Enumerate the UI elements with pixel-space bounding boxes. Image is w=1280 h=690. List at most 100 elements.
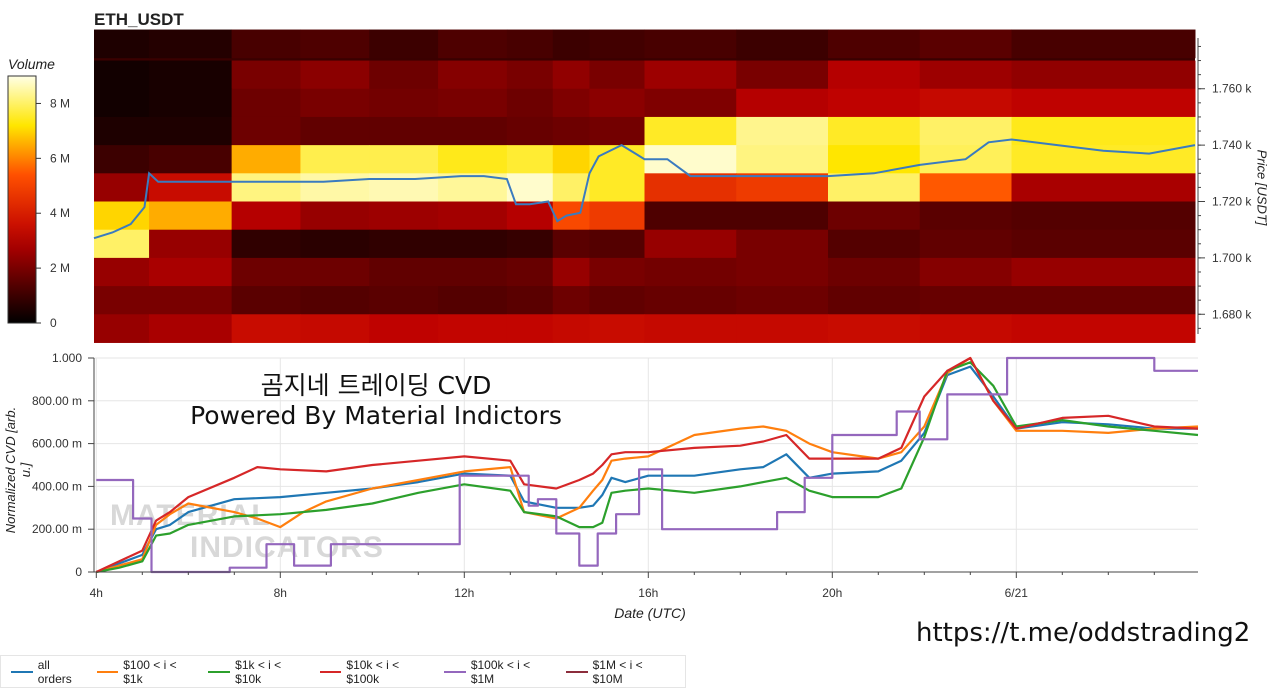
legend-item[interactable]: $1M < i < $10M — [565, 658, 675, 686]
heatmap-cell — [231, 60, 301, 90]
heatmap-cell — [589, 201, 645, 231]
heatmap-cell — [94, 286, 150, 315]
y-tick-label: 400.00 m — [32, 479, 82, 493]
heatmap-cell — [300, 88, 370, 118]
heatmap-cell — [231, 116, 301, 146]
heatmap-cell — [589, 29, 645, 59]
legend-swatch — [96, 670, 119, 673]
y-tick-label: 600.00 m — [32, 437, 82, 451]
heatmap-cell — [828, 257, 921, 287]
x-tick-label: 12h — [454, 586, 474, 600]
colorbar-tick-label: 6 M — [50, 151, 70, 165]
heatmap-cell — [438, 201, 508, 231]
heatmap-cell — [94, 88, 150, 118]
price-tick-label: 1.760 k — [1212, 82, 1252, 96]
legend-item[interactable]: $10k < i < $100k — [319, 657, 434, 686]
cvd-y-axis-label: Normalized CVD [arb. u.] — [3, 406, 33, 534]
heatmap-cell — [644, 29, 737, 59]
price-tick-label: 1.680 k — [1212, 307, 1252, 321]
colorbar-tick-label: 4 M — [50, 206, 70, 220]
heatmap-cell — [369, 60, 439, 90]
legend: all orders $100 < i < $1k $1k < i < $10k $1… — [0, 655, 686, 688]
heatmap-chart: 1.680 k 1.700 k 1.720 k 1.740 k 1.760 k 0 2 M 4… — [7, 29, 1252, 343]
heatmap-cell — [589, 88, 645, 118]
heatmap-cell — [94, 145, 150, 174]
heatmap-cell — [300, 314, 370, 343]
heatmap-cell — [552, 88, 590, 118]
heatmap-cell — [919, 60, 1012, 90]
heatmap-cell — [644, 60, 737, 90]
heatmap-cell — [552, 116, 590, 146]
heatmap-cell — [369, 229, 439, 259]
heatmap-cell — [552, 29, 590, 59]
heatmap-cell — [94, 173, 150, 203]
heatmap-cell — [94, 60, 150, 90]
price-line — [93, 138, 1196, 240]
heatmap-cell — [506, 173, 554, 203]
price-tick-label: 1.740 k — [1212, 138, 1252, 152]
series-line — [96, 361, 1199, 574]
heatmap-cell — [644, 88, 737, 118]
heatmap-cell — [644, 257, 737, 287]
heatmap-cell — [438, 88, 508, 118]
colorbar-title: Volume — [8, 56, 55, 72]
heatmap-cell — [369, 201, 439, 231]
telegram-link[interactable]: https://t.me/oddstrading2 — [916, 618, 1251, 648]
heatmap-cell — [644, 173, 737, 203]
heatmap-cell — [149, 29, 233, 59]
heatmap-cell — [736, 173, 829, 203]
heatmap-cell — [506, 286, 554, 315]
legend-item[interactable]: all orders — [11, 658, 87, 686]
heatmap-cell — [506, 60, 554, 90]
heatmap-cell — [589, 60, 645, 90]
heatmap-cell — [828, 314, 921, 343]
heatmap-cell — [506, 88, 554, 118]
price-tick-label: 1.700 k — [1212, 251, 1252, 265]
heatmap-cell — [736, 229, 829, 259]
heatmap-cell — [589, 286, 645, 315]
legend-item[interactable]: $1k < i < $10k — [208, 658, 309, 686]
heatmap-cell — [589, 173, 645, 203]
heatmap-cell — [506, 201, 554, 231]
heatmap-cell — [552, 286, 590, 315]
legend-label: $1k < i < $10k — [235, 657, 282, 686]
heatmap-cell — [552, 145, 590, 174]
heatmap-cell — [231, 88, 301, 118]
colorbar — [7, 75, 37, 324]
heatmap-cell — [300, 201, 370, 231]
heatmap-cell — [438, 229, 508, 259]
heatmap-cell — [736, 116, 829, 146]
heatmap-cell — [736, 29, 829, 59]
heatmap-cell — [369, 286, 439, 315]
heatmap-cell — [919, 314, 1012, 343]
legend-label: $10k < i < $100k — [346, 657, 400, 686]
heatmap-cell — [438, 145, 508, 174]
heatmap-cell — [231, 173, 301, 203]
heatmap-cell — [736, 60, 829, 90]
legend-swatch — [444, 670, 466, 673]
heatmap-cell — [438, 60, 508, 90]
heatmap-cell — [1011, 116, 1196, 146]
series-line — [95, 356, 1199, 573]
chart-title: ETH_USDT — [94, 10, 184, 29]
colorbar-tick-label: 0 — [50, 316, 57, 330]
heatmap-cell — [919, 257, 1012, 287]
heatmap-cell — [736, 88, 829, 118]
heatmap-cell — [506, 145, 554, 174]
legend-item[interactable]: $100k < i < $1M — [444, 658, 556, 686]
heatmap-cell — [231, 314, 301, 343]
heatmap-cell — [369, 314, 439, 343]
heatmap-cell — [736, 286, 829, 315]
heatmap-cell — [919, 229, 1012, 259]
cvd-chart: 0 200.00 m 400.00 m 600.00 m 800.00 m 1.000 4h… — [32, 351, 1199, 600]
heatmap-cell — [438, 116, 508, 146]
heatmap-cell — [300, 145, 370, 174]
legend-item[interactable]: $100 < i < $1k — [96, 658, 199, 686]
heatmap-cell — [300, 60, 370, 90]
heatmap-cell — [506, 116, 554, 146]
heatmap-cell — [506, 29, 554, 59]
heatmap-cell — [644, 286, 737, 315]
heatmap-cell — [736, 201, 829, 231]
y-tick-label: 800.00 m — [32, 394, 82, 408]
heatmap-cell — [828, 229, 921, 259]
